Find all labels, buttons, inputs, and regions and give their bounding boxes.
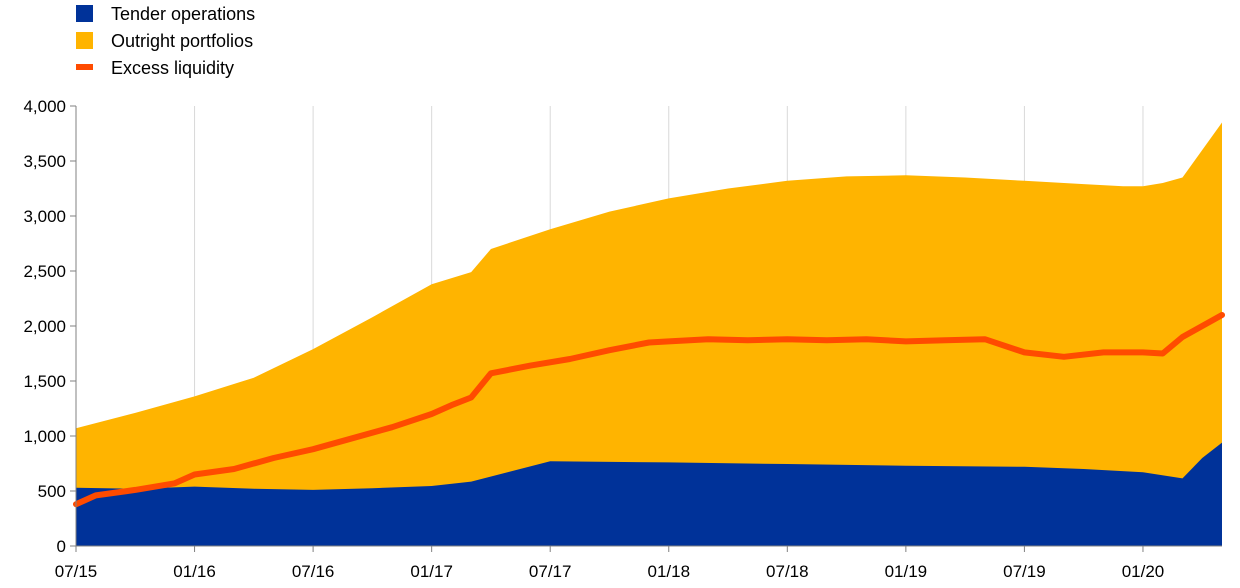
- legend-label-excess: Excess liquidity: [111, 58, 234, 78]
- legend-label-tender: Tender operations: [111, 4, 255, 24]
- y-tick-label: 3,000: [23, 207, 66, 226]
- x-tick-label: 01/19: [885, 562, 928, 581]
- x-tick-label: 01/17: [410, 562, 453, 581]
- tender-operations-area-layer: [76, 442, 1222, 546]
- legend-label-outright: Outright portfolios: [111, 31, 253, 51]
- y-tick-label: 0: [57, 537, 66, 556]
- x-tick-label: 07/16: [292, 562, 335, 581]
- x-tick-label: 01/16: [173, 562, 216, 581]
- legend-marker-tender: [76, 5, 93, 22]
- legend: Tender operations Outright portfolios Ex…: [76, 4, 255, 78]
- y-tick-label: 500: [38, 482, 66, 501]
- excess-liquidity-line-layer: [73, 312, 1225, 508]
- x-tick-label: 07/18: [766, 562, 809, 581]
- y-tick-label: 1,000: [23, 427, 66, 446]
- y-tick-label: 3,500: [23, 152, 66, 171]
- y-tick-label: 2,500: [23, 262, 66, 281]
- y-axis-ticks: 0 500 1,000 1,500 2,000 2,500 3,000 3,500 4,000: [23, 97, 76, 556]
- tender-operations-area: [76, 442, 1222, 546]
- legend-marker-excess: [76, 64, 93, 70]
- excess-liquidity-line: [73, 312, 1225, 508]
- x-tick-label: 01/18: [647, 562, 690, 581]
- legend-marker-outright: [76, 32, 93, 49]
- x-axis-ticks: 07/15 01/16 07/16 01/17 07/17 01/18 07/18 01/19…: [55, 546, 1165, 581]
- y-tick-label: 1,500: [23, 372, 66, 391]
- outright-portfolios-area-layer: [76, 122, 1222, 546]
- x-tick-label: 01/20: [1122, 562, 1165, 581]
- y-tick-label: 2,000: [23, 317, 66, 336]
- y-tick-label: 4,000: [23, 97, 66, 116]
- x-tick-label: 07/15: [55, 562, 98, 581]
- x-tick-label: 07/17: [529, 562, 572, 581]
- x-tick-label: 07/19: [1003, 562, 1046, 581]
- outright-portfolios-area: [76, 122, 1222, 546]
